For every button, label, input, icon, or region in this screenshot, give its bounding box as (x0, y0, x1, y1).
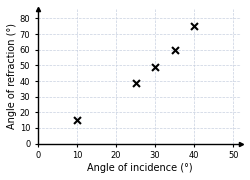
Point (134, 81, 138, 84)
Point (172, 48, 176, 51)
Point (192, 25, 196, 28)
X-axis label: Angle of incidence (°): Angle of incidence (°) (87, 163, 192, 173)
Point (153, 66, 157, 68)
Y-axis label: Angle of refraction (°): Angle of refraction (°) (7, 23, 17, 129)
Point (75, 119, 79, 122)
